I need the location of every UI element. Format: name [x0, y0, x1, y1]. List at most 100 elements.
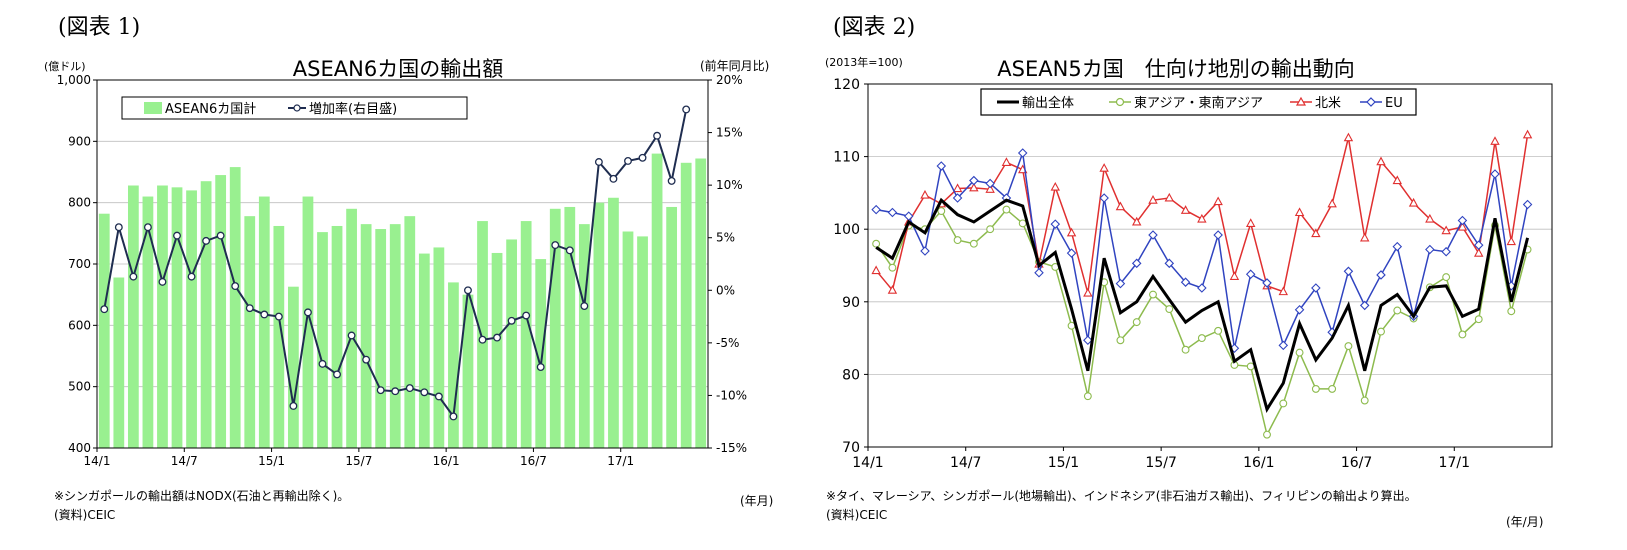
bar [142, 196, 154, 448]
series-point [1441, 225, 1451, 235]
bar [637, 236, 648, 448]
growth-rate-point [522, 311, 531, 320]
source-1: (資料)CEIC [54, 508, 115, 522]
chart-export-value: (図表 1) ASEAN6カ国の輸出額 (億ドル) (前年同月比) 400 500… [44, 15, 773, 522]
growth-rate-point [274, 312, 283, 321]
y-axis-label-2: (2013年=100) [825, 55, 903, 69]
growth-rate-point [449, 412, 458, 421]
bar [171, 187, 183, 449]
legend-marker-eastasia [1115, 97, 1125, 107]
series-point [937, 207, 946, 216]
series-point [1522, 199, 1533, 210]
series-point [1344, 342, 1353, 351]
bar [244, 216, 256, 448]
series-point [920, 246, 930, 256]
growth-rate-point [303, 308, 312, 317]
y-tick-label-left: 600 [68, 318, 91, 332]
series-point [1328, 384, 1337, 393]
growth-rate-point [129, 272, 138, 281]
y-ticks-right: -15% -10% -5% 0% 5% 10% 15% 20% [708, 73, 747, 455]
series-point [1343, 132, 1354, 142]
series-point [871, 204, 881, 215]
bar [229, 167, 241, 449]
series-point [952, 193, 963, 203]
growth-rate-point [551, 241, 560, 250]
bar [200, 181, 212, 448]
series-point [1392, 241, 1403, 252]
bar [288, 286, 299, 448]
series-point [1245, 218, 1256, 227]
series-point [1490, 169, 1500, 179]
bar [448, 282, 459, 448]
growth-rate-point [434, 392, 443, 401]
bar [520, 221, 532, 448]
gridlines-1 [97, 140, 708, 388]
note-1: ※シンガポールの輸出額はNODX(石油と再輸出除く)。 [54, 488, 349, 503]
growth-rate-point [362, 355, 371, 364]
bar [535, 259, 547, 448]
bar [346, 208, 357, 448]
series-point [1442, 273, 1451, 282]
growth-rate-point [202, 236, 211, 245]
growth-rate-point [420, 388, 429, 397]
growth-rate-point [216, 231, 225, 240]
x-tick-label-1: 15/1 [258, 454, 285, 468]
bar [622, 231, 634, 448]
bar [258, 196, 270, 448]
series-point [1458, 330, 1467, 339]
x-tick-label-2: 15/7 [1145, 455, 1176, 471]
y-axis-label-right: (前年同月比) [700, 58, 769, 73]
plot-area-2 [867, 83, 1553, 448]
series-point [1083, 392, 1092, 401]
x-ticks-1: 14/1 14/7 15/1 15/7 16/1 16/7 17/1 [84, 448, 634, 468]
bar [666, 206, 678, 448]
bar [491, 252, 503, 448]
series-point [1294, 305, 1305, 315]
series-point [1359, 232, 1370, 242]
legend-label-bar: ASEAN6カ国計 [165, 101, 256, 117]
bar [186, 190, 197, 448]
series-point [887, 207, 898, 218]
growth-rate-point [333, 370, 341, 379]
bar [564, 206, 576, 448]
source-2: (資料)CEIC [826, 508, 887, 522]
chart-export-by-destination: (図表 2) ASEAN5カ国 仕向け地別の輸出動向 (2013年=100) 7… [825, 15, 1553, 529]
series-point [1441, 246, 1451, 257]
series-point [1263, 430, 1271, 439]
bar [273, 225, 285, 448]
series-point [1507, 307, 1516, 316]
series-point [1181, 345, 1190, 354]
bar [549, 208, 561, 448]
series-point [1279, 399, 1288, 408]
growth-rate-point [347, 331, 356, 340]
series-point [1311, 283, 1321, 293]
series-point [1457, 215, 1468, 226]
bar [375, 229, 387, 448]
series-point [1050, 219, 1061, 229]
bar [302, 196, 314, 448]
x-tick-label-2: 17/1 [1439, 455, 1470, 471]
x-tick-label-2: 14/7 [950, 455, 981, 471]
growth-rate-point [667, 176, 676, 185]
series-point [1099, 163, 1109, 172]
y-tick-label-2: 90 [842, 295, 860, 311]
series-point [1213, 230, 1223, 240]
chart-title-1: ASEAN6カ国の輸出額 [293, 57, 503, 81]
series-point [887, 285, 898, 294]
x-ticks-2: 14/1 14/7 15/1 15/7 16/1 16/7 17/1 [852, 447, 1470, 471]
series-point [1083, 335, 1093, 346]
series-point [1213, 196, 1223, 206]
growth-rate-point [231, 282, 240, 291]
legend-box-2 [980, 88, 1417, 116]
series-point [985, 178, 995, 189]
growth-rate-point [260, 310, 269, 319]
bar [578, 224, 590, 448]
x-tick-label-2: 16/7 [1341, 455, 1372, 471]
growth-rate-point [536, 363, 545, 371]
y-tick-label-right: 5% [716, 231, 735, 245]
series-point [1148, 230, 1158, 240]
legend-label-eu: EU [1385, 96, 1403, 111]
y-ticks-left: 400 500 600 700 800 900 1,000 [57, 73, 97, 455]
series-point [1229, 271, 1240, 280]
growth-rate-point [682, 105, 691, 114]
